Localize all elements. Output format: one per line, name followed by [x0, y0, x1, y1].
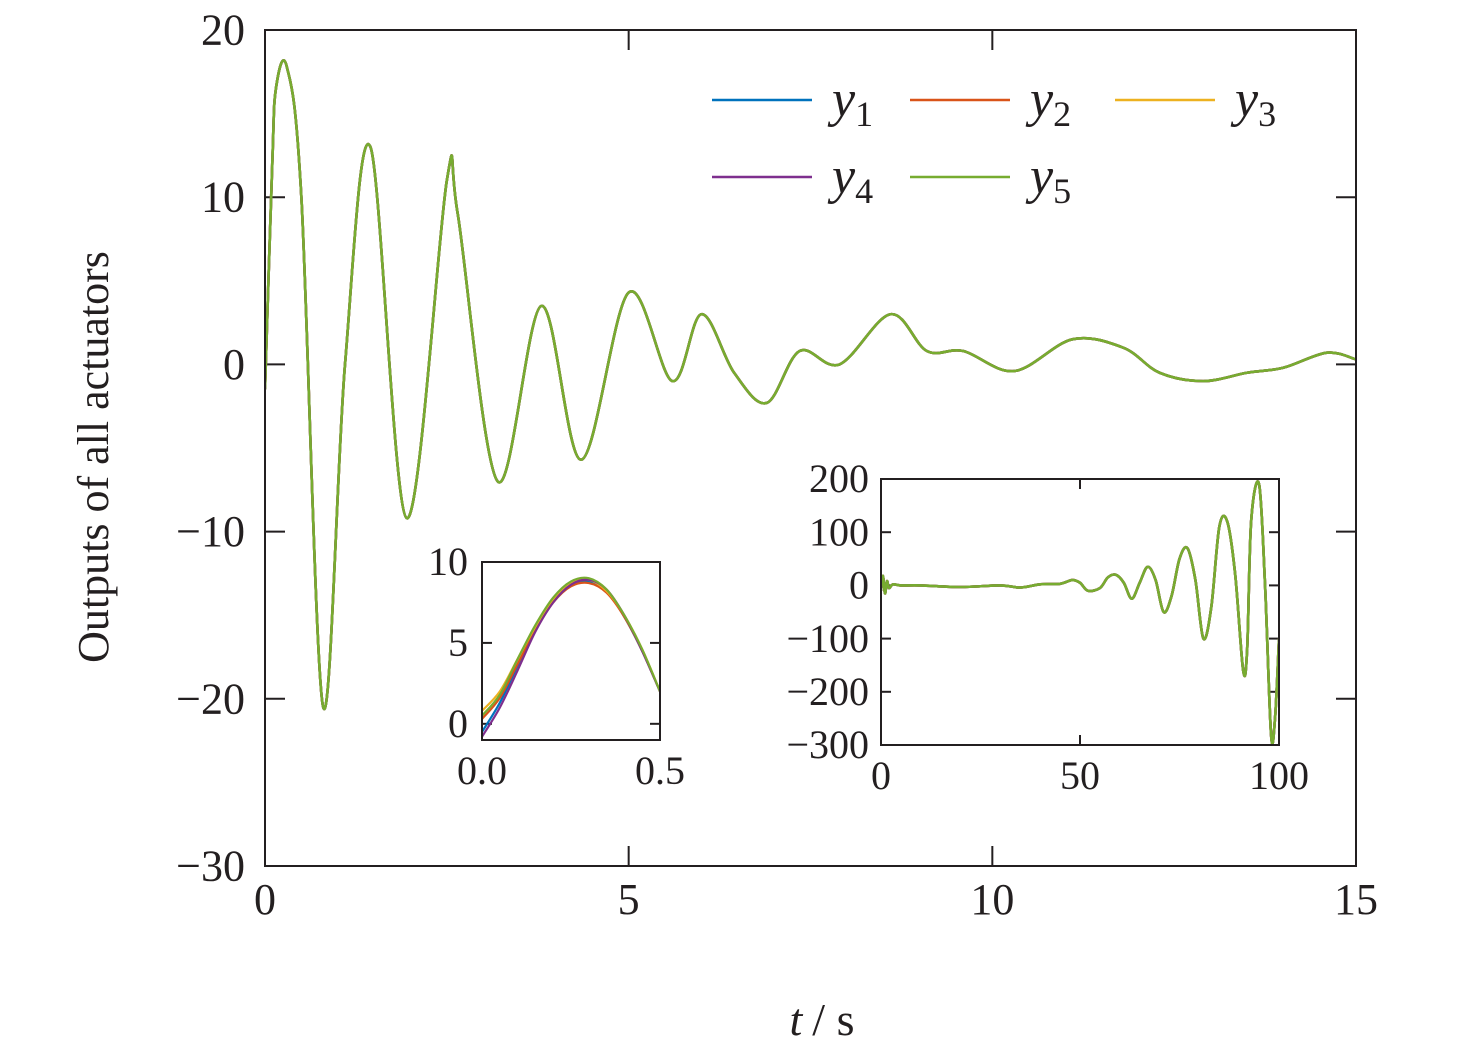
x-axis-label-var: t: [790, 994, 804, 1045]
x-tick-label: 100: [1249, 753, 1309, 798]
plot-frame: [880, 478, 1280, 746]
legend-item-y4: y4: [712, 148, 873, 211]
plot-frame: [264, 29, 1357, 867]
x-tick-label: 5: [618, 875, 640, 924]
inset-zoom-plot: 0.0 0.5 0 5 10: [428, 539, 685, 793]
y-tick-label: −10: [176, 507, 245, 556]
legend-label-sub: 4: [855, 171, 873, 211]
y-tick-label: −300: [786, 722, 869, 767]
y-tick-label: 20: [201, 6, 245, 55]
series-line-y2: [265, 58, 1356, 711]
y-tick-label: 10: [201, 173, 245, 222]
series-line-y5: [265, 58, 1356, 711]
legend-label-var: y: [827, 71, 856, 128]
series-line-y2: [482, 581, 660, 720]
y-tick-label: 0: [448, 701, 468, 746]
x-tick-label: 15: [1334, 875, 1378, 924]
series-line-y3: [265, 58, 1356, 711]
legend-label: y1: [827, 71, 873, 134]
x-tick-label: 0: [254, 875, 276, 924]
series-line-y5: [881, 480, 1279, 745]
legend-item-y5: y5: [910, 148, 1071, 211]
series-line-y4: [881, 480, 1279, 745]
y-tick-label: 200: [809, 456, 869, 501]
legend-item-y3: y3: [1115, 71, 1276, 134]
legend-label-sub: 3: [1258, 94, 1276, 134]
series-line-y2: [881, 480, 1279, 745]
x-tick-label: 0: [871, 753, 891, 798]
legend-label: y3: [1230, 71, 1276, 134]
y-tick-label: −30: [176, 842, 245, 891]
y-tick-label: −100: [786, 616, 869, 661]
x-axis-label-unit: / s: [812, 994, 854, 1045]
y-tick-label: 0: [223, 340, 245, 389]
inset-full-plot: 0 50 100 −300 −200 −100 0 100 200: [786, 456, 1309, 798]
series-line-y3: [881, 480, 1279, 745]
y-tick-label: 10: [428, 539, 468, 584]
y-tick-label: 5: [448, 620, 468, 665]
y-axis-label: Outputs of all actuators: [69, 251, 118, 663]
plot-frame: [481, 561, 661, 741]
y-tick-label: 100: [809, 509, 869, 554]
series-lines: [265, 58, 1356, 711]
x-tick-label: 0.5: [635, 748, 685, 793]
legend-label-sub: 1: [855, 94, 873, 134]
series-line-y1: [482, 579, 660, 733]
series-lines: [482, 576, 660, 738]
series-line-y5: [482, 576, 660, 717]
series-line-y4: [265, 58, 1356, 711]
x-axis-label: t / s: [790, 994, 855, 1045]
series-line-y4: [482, 578, 660, 738]
legend-label: y4: [827, 148, 873, 211]
legend-label-var: y: [827, 148, 856, 205]
legend-label-sub: 2: [1053, 94, 1071, 134]
y-tick-label: 0: [849, 563, 869, 608]
legend-label-var: y: [1025, 71, 1054, 128]
x-tick-label: 50: [1060, 753, 1100, 798]
y-tick-label: −20: [176, 674, 245, 723]
legend-label: y5: [1025, 148, 1071, 211]
x-tick-label: 0.0: [457, 748, 507, 793]
series-line-y1: [881, 480, 1279, 745]
series-line-y1: [265, 58, 1356, 711]
legend-item-y2: y2: [910, 71, 1071, 134]
y-tick-label: −200: [786, 669, 869, 714]
legend-label: y2: [1025, 71, 1071, 134]
x-tick-label: 10: [970, 875, 1014, 924]
legend-label-sub: 5: [1053, 171, 1071, 211]
legend-label-var: y: [1230, 71, 1259, 128]
series-lines: [881, 480, 1279, 745]
legend-item-y1: y1: [712, 71, 873, 134]
legend-label-var: y: [1025, 148, 1054, 205]
